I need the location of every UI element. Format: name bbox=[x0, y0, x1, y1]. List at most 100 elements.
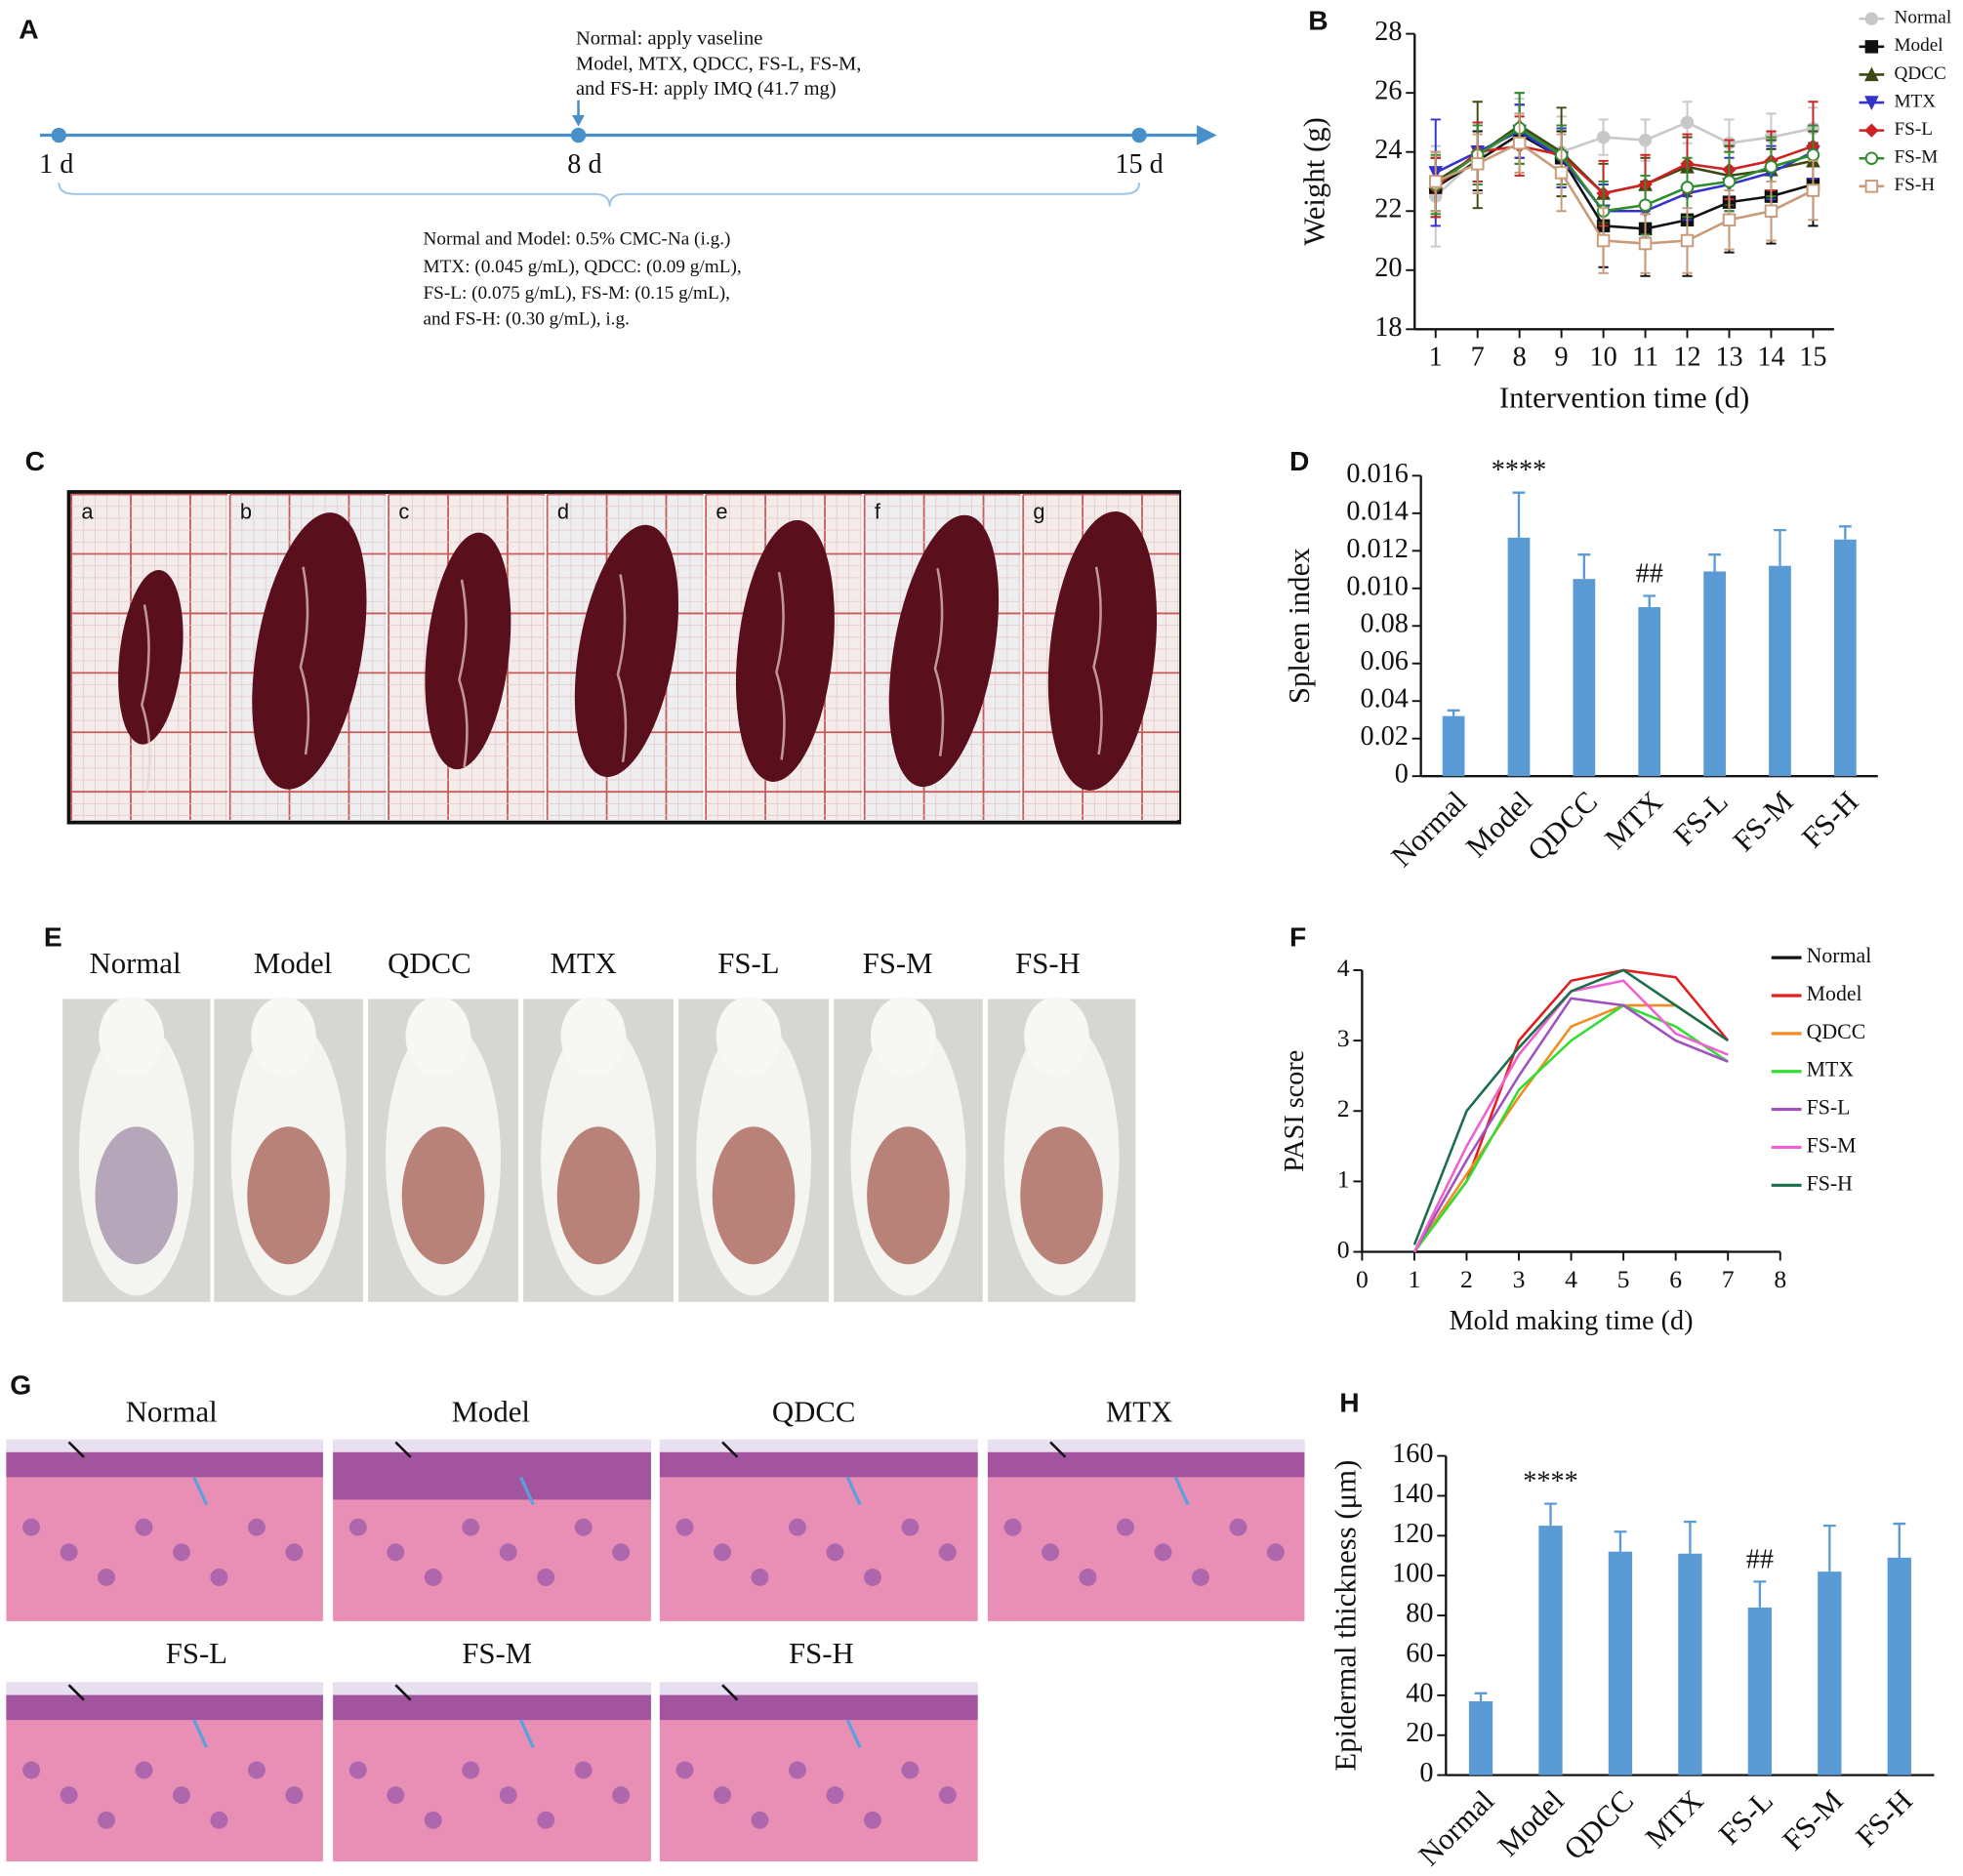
bar bbox=[1468, 1700, 1493, 1775]
background-strip bbox=[659, 1682, 978, 1695]
spleen-photo bbox=[705, 493, 863, 821]
follicle bbox=[714, 1786, 731, 1805]
timeline-dot bbox=[1131, 127, 1147, 143]
y-tick-label: 28 bbox=[1374, 17, 1402, 47]
mouse-photo bbox=[62, 996, 211, 1302]
x-tick-label: QDCC bbox=[1558, 1784, 1640, 1866]
error-bar bbox=[1544, 1502, 1557, 1527]
y-tick-label: 2 bbox=[1337, 1094, 1350, 1122]
bar bbox=[1833, 539, 1857, 777]
follicle bbox=[135, 1518, 153, 1536]
background-strip bbox=[6, 1439, 323, 1452]
photo-title: FS-H bbox=[789, 1637, 854, 1670]
x-tick-label: 1 bbox=[1409, 1265, 1421, 1293]
follicle bbox=[499, 1786, 517, 1805]
follicle bbox=[22, 1518, 41, 1536]
skin-patch bbox=[556, 1126, 640, 1265]
follicle bbox=[60, 1543, 78, 1562]
x-tick-label: 8 bbox=[1513, 343, 1527, 373]
spleen bbox=[1047, 510, 1158, 791]
follicle bbox=[1191, 1569, 1209, 1586]
follicle bbox=[1154, 1543, 1172, 1562]
x-tick-label: FS-H bbox=[1795, 785, 1864, 854]
follicle bbox=[247, 1518, 266, 1536]
legend-label: FS-H bbox=[1894, 175, 1935, 195]
bar bbox=[1747, 1607, 1773, 1775]
point bbox=[1806, 147, 1820, 162]
spleen-photo bbox=[70, 493, 228, 821]
y-tick-label: 0.014 bbox=[1346, 496, 1408, 526]
histology-image bbox=[659, 1439, 978, 1621]
arrow-black bbox=[394, 1684, 412, 1701]
legend-label: FS-L bbox=[1894, 119, 1933, 140]
annotation: ## bbox=[1746, 1544, 1774, 1574]
mouse-photo bbox=[987, 996, 1136, 1302]
timeline-note: Model, MTX, QDCC, FS-L, FS-M, bbox=[576, 53, 861, 74]
y-tick-label: 0.02 bbox=[1360, 721, 1408, 752]
follicle bbox=[675, 1761, 694, 1779]
skin-patch bbox=[247, 1126, 330, 1265]
point bbox=[1638, 198, 1653, 212]
legend-marker bbox=[1864, 123, 1879, 138]
series-line bbox=[1412, 968, 1729, 1245]
x-tick-label: 12 bbox=[1673, 343, 1700, 373]
photo-sublabel: f bbox=[875, 500, 881, 524]
y-tick-label: 0.010 bbox=[1346, 571, 1408, 601]
error-bar bbox=[1753, 1580, 1767, 1608]
y-tick-label: 0 bbox=[1419, 1758, 1433, 1788]
photo-title: FS-M bbox=[462, 1637, 532, 1670]
series-line bbox=[1412, 1003, 1729, 1253]
follicle bbox=[1117, 1518, 1134, 1536]
follicle bbox=[1079, 1569, 1097, 1586]
follicle bbox=[938, 1543, 957, 1562]
photo-sublabel: b bbox=[240, 500, 252, 524]
histology-image bbox=[659, 1682, 978, 1862]
timeline-panel: Normal: apply vaseline Model, MTX, QDCC,… bbox=[39, 28, 1217, 330]
arrow-blue bbox=[519, 1719, 535, 1749]
error-bar bbox=[1708, 553, 1722, 572]
photo-title: MTX bbox=[1106, 1395, 1172, 1428]
follicle bbox=[98, 1811, 115, 1829]
timeline-note: Normal and Model: 0.5% CMC-Na (i.g.) bbox=[423, 229, 730, 250]
x-tick-label: Normal bbox=[1385, 785, 1473, 873]
spleen-photo bbox=[228, 493, 387, 821]
y-tick-label: 0.04 bbox=[1360, 684, 1408, 714]
bar bbox=[1538, 1526, 1563, 1775]
legend-label: Normal bbox=[1807, 944, 1872, 967]
legend-label: Normal bbox=[1894, 8, 1951, 28]
legend-marker bbox=[1864, 66, 1879, 82]
error-bar bbox=[1643, 594, 1656, 608]
follicle bbox=[612, 1543, 631, 1562]
point bbox=[1680, 233, 1695, 248]
x-tick-label: 7 bbox=[1722, 1265, 1735, 1293]
timeline-arrowhead bbox=[1197, 125, 1217, 145]
timeline-dot bbox=[51, 127, 66, 143]
follicle bbox=[537, 1811, 555, 1829]
x-tick-label: FS-L bbox=[1667, 785, 1735, 852]
spleen-photo bbox=[388, 493, 546, 821]
mouse-head bbox=[716, 996, 782, 1077]
y-axis-title: Epidermal thickness (μm) bbox=[1329, 1460, 1362, 1772]
spleen-photo bbox=[546, 493, 704, 821]
follicle bbox=[574, 1518, 593, 1536]
photo-title: Model bbox=[254, 947, 332, 980]
follicle bbox=[675, 1518, 694, 1536]
follicle bbox=[387, 1786, 405, 1805]
legend-label: FS-L bbox=[1807, 1096, 1851, 1120]
histology-image bbox=[333, 1439, 651, 1621]
follicle bbox=[348, 1761, 367, 1779]
photo-title: Normal bbox=[90, 947, 182, 980]
y-tick-label: 60 bbox=[1406, 1638, 1433, 1668]
spleen bbox=[425, 532, 511, 770]
x-tick-label: 14 bbox=[1757, 343, 1784, 373]
skin-patch bbox=[1020, 1126, 1103, 1265]
y-tick-label: 0 bbox=[1337, 1235, 1350, 1263]
point bbox=[1554, 166, 1569, 180]
bar bbox=[1818, 1571, 1842, 1775]
photo-title: Normal bbox=[126, 1395, 218, 1428]
spleen-highlight bbox=[1092, 566, 1103, 755]
photo-title: FS-M bbox=[863, 947, 933, 980]
follicle bbox=[210, 1569, 228, 1586]
mouse-head bbox=[99, 996, 165, 1077]
skin-patch bbox=[712, 1126, 796, 1265]
